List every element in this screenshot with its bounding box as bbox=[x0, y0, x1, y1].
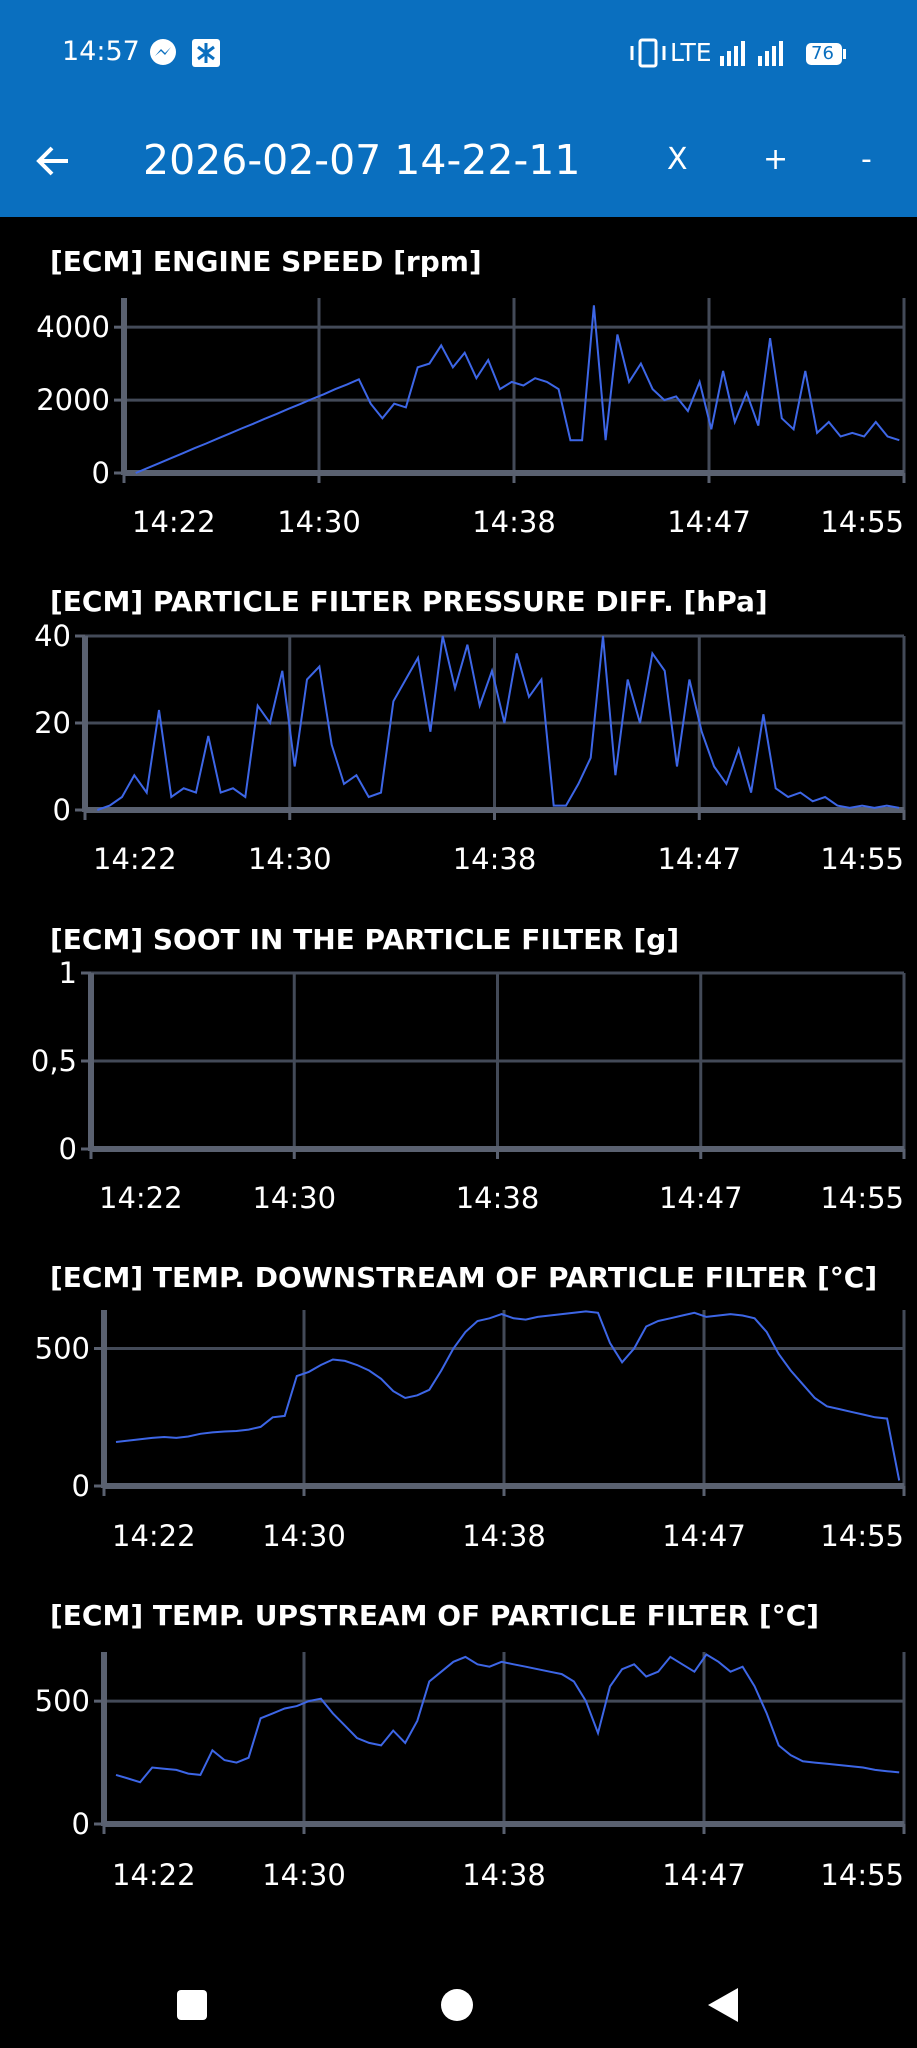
y-tick-label: 0 bbox=[92, 456, 110, 490]
back-button[interactable] bbox=[34, 143, 74, 179]
signal-battery bbox=[720, 41, 846, 66]
chart-title: [ECM] ENGINE SPEED [rpm] bbox=[50, 245, 482, 278]
x-tick-label: 14:38 bbox=[462, 1519, 546, 1553]
x-tick-label: 14:22 bbox=[112, 1858, 196, 1892]
x-tick-label: 14:55 bbox=[820, 1858, 904, 1892]
x-tick-label: 14:55 bbox=[820, 1519, 904, 1553]
app-title: 2026-02-07 14-22-11 bbox=[143, 136, 581, 184]
x-tick-label: 14:55 bbox=[820, 1181, 904, 1215]
chart-title: [ECM] PARTICLE FILTER PRESSURE DIFF. [hP… bbox=[50, 585, 768, 618]
y-tick-label: 500 bbox=[35, 1332, 90, 1366]
x-tick-label: 14:38 bbox=[472, 505, 556, 539]
chart-title: [ECM] TEMP. UPSTREAM OF PARTICLE FILTER … bbox=[50, 1599, 819, 1632]
chart-title: [ECM] TEMP. DOWNSTREAM OF PARTICLE FILTE… bbox=[50, 1261, 877, 1294]
nav-back[interactable] bbox=[708, 1988, 738, 2022]
x-tick-label: 14:55 bbox=[820, 842, 904, 876]
vibrate-icon bbox=[630, 38, 666, 68]
x-tick-label: 14:38 bbox=[456, 1181, 540, 1215]
button-x[interactable]: X bbox=[667, 142, 688, 177]
x-tick-label: 14:22 bbox=[99, 1181, 183, 1215]
x-tick-label: 14:22 bbox=[93, 842, 177, 876]
x-tick-label: 14:30 bbox=[262, 1519, 346, 1553]
x-tick-label: 14:47 bbox=[657, 842, 741, 876]
data-line bbox=[115, 1653, 900, 1784]
x-tick-label: 14:38 bbox=[462, 1858, 546, 1892]
status-icons bbox=[150, 39, 220, 67]
status-battery: 76 bbox=[811, 43, 834, 64]
y-tick-label: 500 bbox=[35, 1684, 90, 1718]
x-tick-label: 14:47 bbox=[659, 1181, 743, 1215]
x-tick-label: 14:22 bbox=[112, 1519, 196, 1553]
status-time: 14:57 bbox=[62, 36, 140, 67]
chart-title: [ECM] SOOT IN THE PARTICLE FILTER [g] bbox=[50, 923, 679, 956]
x-tick-label: 14:30 bbox=[252, 1181, 336, 1215]
y-tick-label: 0 bbox=[53, 793, 71, 827]
y-tick-label: 0 bbox=[59, 1132, 77, 1166]
y-tick-label: 1 bbox=[59, 956, 77, 990]
button-plus[interactable]: + bbox=[763, 142, 789, 177]
y-tick-label: 40 bbox=[34, 619, 71, 653]
data-line bbox=[135, 305, 900, 474]
x-tick-label: 14:30 bbox=[277, 505, 361, 539]
button-minus[interactable]: - bbox=[861, 142, 872, 177]
x-tick-label: 14:38 bbox=[453, 842, 537, 876]
y-tick-label: 0 bbox=[72, 1807, 90, 1841]
data-line bbox=[115, 1310, 901, 1481]
y-tick-label: 0,5 bbox=[31, 1044, 77, 1078]
x-tick-label: 14:30 bbox=[248, 842, 332, 876]
status-network: LTE bbox=[670, 38, 712, 67]
x-tick-label: 14:55 bbox=[820, 505, 904, 539]
data-line bbox=[96, 635, 900, 811]
y-tick-label: 20 bbox=[34, 706, 71, 740]
y-tick-label: 4000 bbox=[36, 310, 110, 344]
x-tick-label: 14:22 bbox=[132, 505, 216, 539]
x-tick-label: 14:47 bbox=[662, 1519, 746, 1553]
top-bar: 14:57 LTE 76 2026-02-07 14-22-11 X + - bbox=[0, 0, 917, 217]
y-tick-label: 0 bbox=[72, 1469, 90, 1503]
x-tick-label: 14:47 bbox=[667, 505, 751, 539]
nav-recent[interactable] bbox=[177, 1990, 207, 2020]
x-tick-label: 14:47 bbox=[662, 1858, 746, 1892]
y-tick-label: 2000 bbox=[36, 383, 110, 417]
nav-home[interactable] bbox=[441, 1989, 473, 2021]
x-tick-label: 14:30 bbox=[262, 1858, 346, 1892]
